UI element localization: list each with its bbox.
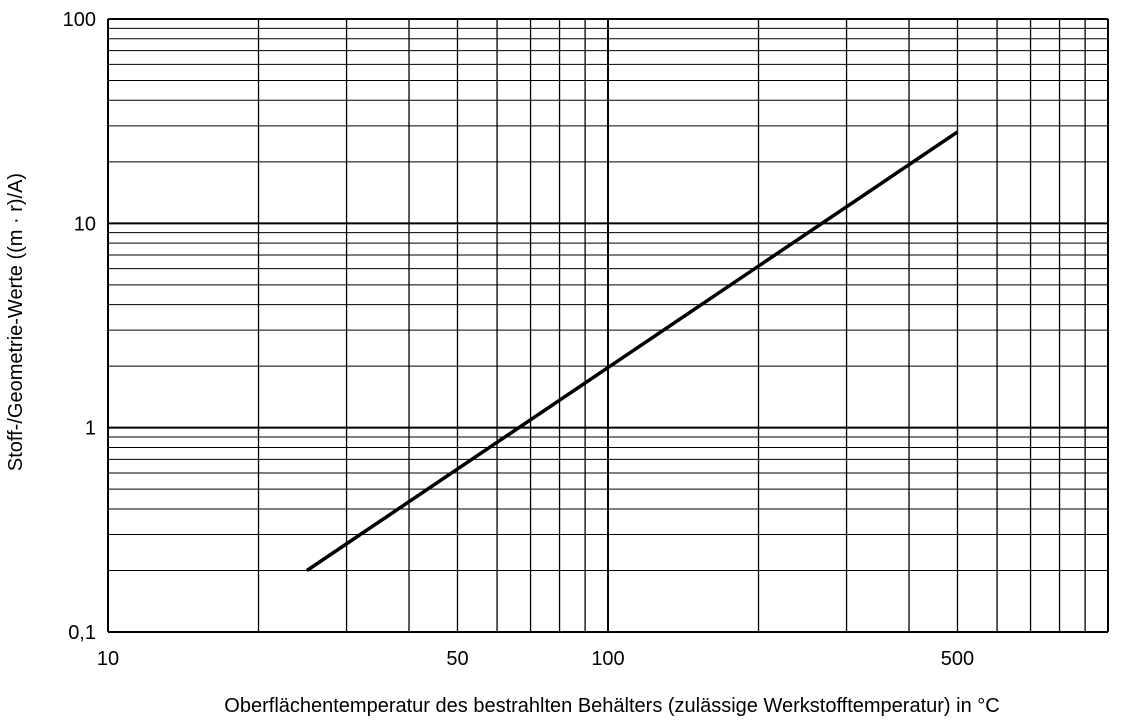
- x-tick-labels: 10 50 100 500: [97, 648, 974, 670]
- x-axis-label: Oberflächentemperatur des bestrahlten Be…: [224, 695, 999, 717]
- series-line-1: [305, 130, 959, 572]
- x-tick-label-50: 50: [446, 648, 468, 670]
- y-tick-label-10: 10: [74, 213, 96, 235]
- y-tick-labels: 0,1 1 10 100: [63, 9, 96, 644]
- y-axis-label: Stoff-/Geometrie-Werte ((m · r)/A): [5, 173, 27, 471]
- y-tick-label-1: 1: [85, 418, 96, 440]
- grid-major: [107, 18, 1109, 633]
- series-layer: [305, 130, 959, 572]
- x-tick-label-500: 500: [941, 648, 974, 670]
- x-tick-label-100: 100: [591, 648, 624, 670]
- y-tick-label-100: 100: [63, 9, 96, 31]
- x-tick-label-10: 10: [97, 648, 119, 670]
- y-tick-label-0,1: 0,1: [68, 622, 96, 644]
